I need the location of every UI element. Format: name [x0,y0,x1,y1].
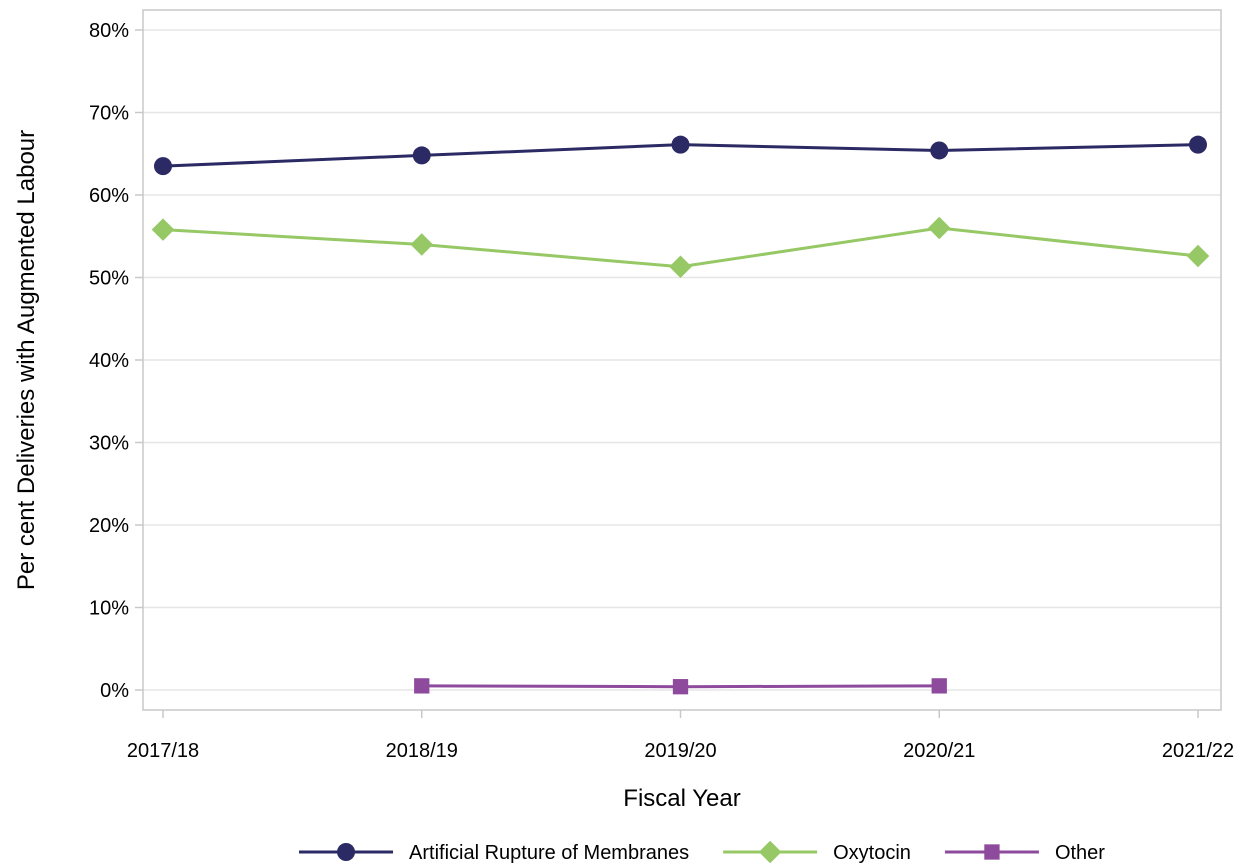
data-point [931,678,947,694]
series-oxytocin [151,216,1210,279]
y-tick-label: 0% [100,680,129,702]
legend-marker [337,843,356,861]
legend-label: Artificial Rupture of Membranes [409,842,689,864]
y-tick-label: 70% [89,103,129,125]
legend-label: Other [1055,842,1105,864]
x-axis-ticks: 2017/18 2018/19 2019/20 2020/21 2021/22 [127,710,1234,762]
data-point [1189,135,1207,154]
legend-item-other: Other [944,842,1105,864]
grid-lines [143,29,1221,691]
x-tick-label: 2021/22 [1162,740,1234,762]
legend-item-oxytocin: Oxytocin [723,840,911,864]
y-tick-label: 30% [89,433,129,455]
x-tick-label: 2017/18 [127,740,199,762]
x-tick-label: 2018/19 [386,740,458,762]
series-group [151,135,1210,695]
y-axis-title: Per cent Deliveries with Augmented Labou… [13,130,40,590]
data-point [414,678,430,694]
data-point [410,233,433,256]
series-artificial-rupture-of-membranes [154,135,1207,176]
y-tick-label: 80% [89,20,129,42]
data-point [930,141,949,160]
x-tick-label: 2019/20 [644,740,716,762]
y-tick-label: 60% [89,185,129,207]
y-tick-label: 40% [89,350,129,372]
data-point [672,679,689,695]
data-point [154,157,172,176]
y-axis-ticks: 0% 10% 20% 30% 40% 50% 60% 70% 80% [89,20,143,702]
y-tick-label: 20% [89,515,129,537]
data-point [151,218,175,241]
legend-marker [758,840,782,864]
series-other [414,678,947,695]
data-point [671,135,690,154]
y-tick-label: 50% [89,268,129,290]
legend-marker [984,844,1000,860]
legend-label: Oxytocin [833,842,911,864]
data-point [669,255,692,279]
data-point [412,146,431,165]
x-axis-title: Fiscal Year [623,785,740,812]
x-tick-label: 2020/21 [903,740,975,762]
legend: Artificial Rupture of Membranes Oxytocin O… [299,840,1105,864]
data-point [928,216,951,240]
y-tick-label: 10% [89,598,129,620]
legend-item-artificial-rupture-of-membranes: Artificial Rupture of Membranes [299,842,689,864]
data-point [1186,244,1210,268]
